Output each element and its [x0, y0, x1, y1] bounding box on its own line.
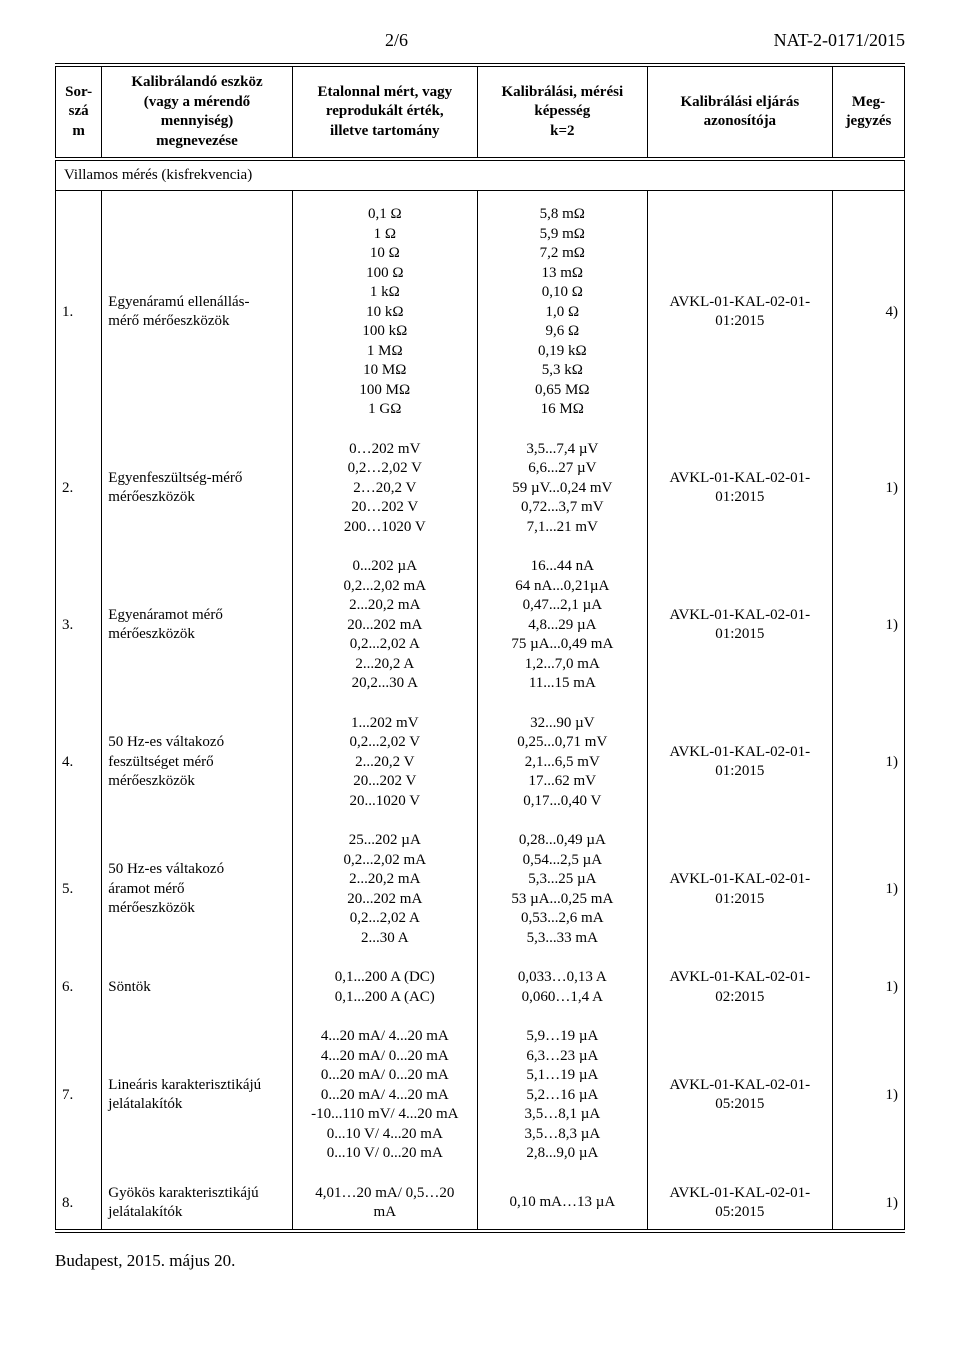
table-row: 4. 50 Hz-es váltakozó feszültséget mérő …	[56, 700, 905, 818]
col-header-range: Etalonnal mért, vagy reprodukált érték, …	[292, 65, 477, 159]
cell-device: Gyökös karakterisztikájú jelátalakítók	[102, 1170, 292, 1231]
cell-range: 4,01…20 mA/ 0,5…20 mA	[292, 1170, 477, 1231]
table-row: 7. Lineáris karakterisztikájú jelátalakí…	[56, 1013, 905, 1170]
cell-capability: 5,8 mΩ 5,9 mΩ 7,2 mΩ 13 mΩ 0,10 Ω 1,0 Ω …	[477, 191, 647, 426]
cell-num: 3.	[56, 543, 102, 700]
cell-note: 1)	[832, 1013, 904, 1170]
cell-note: 4)	[832, 191, 904, 426]
cell-range: 4...20 mA/ 4...20 mA 4...20 mA/ 0...20 m…	[292, 1013, 477, 1170]
cell-capability: 0,033…0,13 A 0,060…1,4 A	[477, 954, 647, 1013]
table-row: 3. Egyenáramot mérő mérőeszközök 0...202…	[56, 543, 905, 700]
cell-capability: 5,9…19 µA 6,3…23 µA 5,1…19 µA 5,2…16 µA …	[477, 1013, 647, 1170]
calibration-table: Sor- szá m Kalibrálandó eszköz (vagy a m…	[55, 63, 905, 1233]
cell-procedure: AVKL-01-KAL-02-01- 01:2015	[647, 817, 832, 954]
cell-range: 25...202 µA 0,2...2,02 mA 2...20,2 mA 20…	[292, 817, 477, 954]
cell-note: 1)	[832, 954, 904, 1013]
cell-note: 1)	[832, 700, 904, 818]
cell-device: Söntök	[102, 954, 292, 1013]
col-header-capability: Kalibrálási, mérési képesség k=2	[477, 65, 647, 159]
cell-num: 6.	[56, 954, 102, 1013]
footer-date: Budapest, 2015. május 20.	[55, 1251, 905, 1271]
cell-note: 1)	[832, 426, 904, 544]
section-title: Villamos mérés (kisfrekvencia)	[56, 159, 905, 191]
cell-device: Lineáris karakterisztikájú jelátalakítók	[102, 1013, 292, 1170]
cell-note: 1)	[832, 1170, 904, 1231]
cell-device: 50 Hz-es váltakozó feszültséget mérő mér…	[102, 700, 292, 818]
table-header-row: Sor- szá m Kalibrálandó eszköz (vagy a m…	[56, 65, 905, 159]
cell-procedure: AVKL-01-KAL-02-01- 05:2015	[647, 1013, 832, 1170]
cell-device: 50 Hz-es váltakozó áramot mérő mérőeszkö…	[102, 817, 292, 954]
table-row: 6. Söntök 0,1...200 A (DC) 0,1...200 A (…	[56, 954, 905, 1013]
table-row: 8. Gyökös karakterisztikájú jelátalakító…	[56, 1170, 905, 1231]
section-row: Villamos mérés (kisfrekvencia)	[56, 159, 905, 191]
cell-note: 1)	[832, 543, 904, 700]
cell-procedure: AVKL-01-KAL-02-01- 01:2015	[647, 426, 832, 544]
col-header-note: Meg- jegyzés	[832, 65, 904, 159]
cell-num: 5.	[56, 817, 102, 954]
col-header-device: Kalibrálandó eszköz (vagy a mérendő menn…	[102, 65, 292, 159]
cell-device: Egyenfeszültség-mérő mérőeszközök	[102, 426, 292, 544]
cell-capability: 0,10 mA…13 µA	[477, 1170, 647, 1231]
cell-range: 0,1 Ω 1 Ω 10 Ω 100 Ω 1 kΩ 10 kΩ 100 kΩ 1…	[292, 191, 477, 426]
cell-procedure: AVKL-01-KAL-02-01- 01:2015	[647, 543, 832, 700]
cell-procedure: AVKL-01-KAL-02-01- 02:2015	[647, 954, 832, 1013]
table-row: 2. Egyenfeszültség-mérő mérőeszközök 0…2…	[56, 426, 905, 544]
cell-procedure: AVKL-01-KAL-02-01- 01:2015	[647, 700, 832, 818]
page-number: 2/6	[55, 30, 408, 51]
doc-reference: NAT-2-0171/2015	[774, 30, 905, 51]
cell-num: 4.	[56, 700, 102, 818]
page-header: 2/6 NAT-2-0171/2015	[55, 30, 905, 51]
cell-range: 0,1...200 A (DC) 0,1...200 A (AC)	[292, 954, 477, 1013]
cell-range: 0...202 µA 0,2...2,02 mA 2...20,2 mA 20.…	[292, 543, 477, 700]
cell-capability: 16...44 nA 64 nA...0,21µA 0,47...2,1 µA …	[477, 543, 647, 700]
cell-device: Egyenáramú ellenállás- mérő mérőeszközök	[102, 191, 292, 426]
cell-num: 1.	[56, 191, 102, 426]
cell-capability: 0,28...0,49 µA 0,54...2,5 µA 5,3...25 µA…	[477, 817, 647, 954]
cell-num: 8.	[56, 1170, 102, 1231]
cell-range: 1...202 mV 0,2...2,02 V 2...20,2 V 20...…	[292, 700, 477, 818]
cell-capability: 32...90 µV 0,25...0,71 mV 2,1...6,5 mV 1…	[477, 700, 647, 818]
col-header-num: Sor- szá m	[56, 65, 102, 159]
document-page: 2/6 NAT-2-0171/2015 Sor- szá m Kalibrála…	[0, 0, 960, 1362]
cell-device: Egyenáramot mérő mérőeszközök	[102, 543, 292, 700]
cell-note: 1)	[832, 817, 904, 954]
cell-procedure: AVKL-01-KAL-02-01- 01:2015	[647, 191, 832, 426]
col-header-procedure: Kalibrálási eljárás azonosítója	[647, 65, 832, 159]
table-row: 5. 50 Hz-es váltakozó áramot mérő mérőes…	[56, 817, 905, 954]
table-row: 1. Egyenáramú ellenállás- mérő mérőeszkö…	[56, 191, 905, 426]
cell-num: 2.	[56, 426, 102, 544]
cell-procedure: AVKL-01-KAL-02-01- 05:2015	[647, 1170, 832, 1231]
cell-capability: 3,5...7,4 µV 6,6...27 µV 59 µV...0,24 mV…	[477, 426, 647, 544]
cell-num: 7.	[56, 1013, 102, 1170]
cell-range: 0…202 mV 0,2…2,02 V 2…20,2 V 20…202 V 20…	[292, 426, 477, 544]
